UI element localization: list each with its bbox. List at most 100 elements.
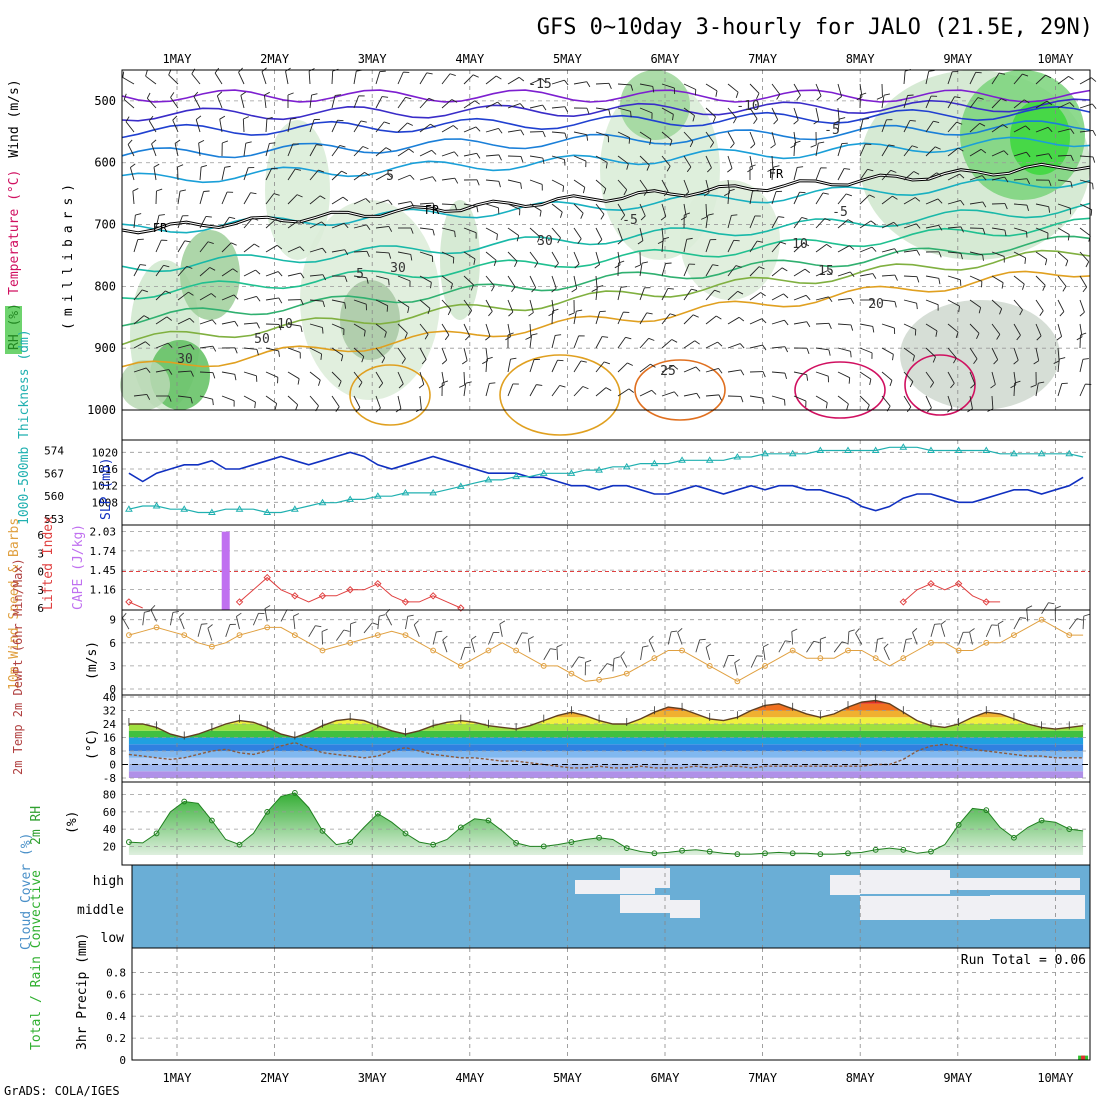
- upper-wind-barb: [385, 147, 392, 151]
- upper-wind-barb: [410, 201, 415, 207]
- rh-line: [128, 792, 1084, 855]
- surface-wind-barb: [556, 646, 559, 660]
- upper-wind-barb: [947, 251, 961, 254]
- upper-wind-barb: [397, 122, 408, 133]
- upper-wind-barb: [343, 223, 349, 229]
- upper-wind-barb: [712, 264, 719, 267]
- upper-wind-barb: [397, 71, 404, 85]
- upper-wind-barb: [216, 95, 223, 109]
- upper-wind-barb: [153, 167, 157, 181]
- upper-wind-barb: [595, 82, 610, 85]
- panel-frame: [121, 524, 1091, 611]
- upper-wind-barb: [146, 367, 151, 373]
- upper-wind-barb: [519, 103, 525, 109]
- surface-wind-barb: [142, 612, 145, 626]
- upper-wind-barb: [991, 371, 996, 385]
- upper-wind-barb: [551, 251, 559, 264]
- upper-wind-barb: [265, 395, 277, 404]
- upper-wind-barb: [177, 266, 188, 277]
- rh-line-point: [900, 846, 907, 853]
- upper-wind-barb: [634, 264, 641, 268]
- upper-wind-barb: [933, 120, 940, 124]
- upper-wind-barb: [969, 251, 983, 256]
- wind-speed-line-point: [734, 678, 741, 685]
- upper-wind-barb: [507, 359, 511, 373]
- upper-wind-barb: [859, 143, 866, 157]
- upper-wind-barb: [639, 203, 646, 217]
- upper-wind-barb: [903, 249, 917, 253]
- wind-speed-line-point: [955, 647, 962, 654]
- upper-wind-barb: [580, 213, 584, 219]
- cloud-block: [620, 868, 670, 888]
- upper-wind-barb: [848, 377, 851, 384]
- upper-wind-barb: [441, 251, 454, 258]
- surface-wind-barb: [642, 645, 649, 648]
- upper-wind-barb: [554, 262, 559, 269]
- upper-wind-barb: [1057, 251, 1069, 261]
- precip-tick: 0.2: [106, 1032, 126, 1045]
- wind-speed-line-point: [513, 647, 520, 654]
- upper-wind-barb: [551, 335, 556, 349]
- upper-wind-barb: [771, 131, 776, 145]
- upper-wind-barb: [473, 258, 476, 265]
- warm-contour: [794, 361, 886, 419]
- upper-wind-barb: [936, 172, 942, 177]
- upper-wind-barb: [960, 200, 965, 206]
- upper-wind-barb: [529, 359, 535, 373]
- thickness-line-point: [816, 446, 825, 454]
- warm-contour: [349, 364, 431, 426]
- upper-wind-barb: [331, 196, 344, 205]
- surface-wind-barb: [855, 628, 860, 634]
- upper-wind-barb: [520, 156, 524, 163]
- upper-wind-barb: [705, 107, 716, 118]
- upper-wind-barb: [529, 203, 542, 212]
- upper-wind-barb: [529, 323, 532, 337]
- temp-tick: 40: [103, 691, 116, 704]
- upper-wind-barb: [627, 362, 633, 366]
- temp-band: [128, 744, 1084, 751]
- upper-wind-barb: [212, 399, 214, 406]
- upper-wind-barb: [639, 155, 650, 166]
- upper-wind-barb: [410, 227, 414, 234]
- upper-wind-barb: [365, 198, 371, 204]
- upper-wind-barb: [1035, 153, 1049, 157]
- thickness-tick: 553: [44, 513, 64, 526]
- slp-tick: 1020: [92, 446, 119, 459]
- day-label-top: 8MAY: [846, 52, 876, 66]
- upper-wind-barb: [199, 267, 211, 277]
- surface-wind-barb: [905, 638, 913, 640]
- rh-line-point: [651, 850, 658, 857]
- upper-wind-barb: [275, 218, 282, 223]
- upper-wind-barb: [805, 295, 811, 301]
- upper-wind-barb: [475, 126, 481, 132]
- upper-wind-barb: [450, 283, 453, 290]
- upper-wind-barb: [1035, 251, 1048, 260]
- upper-wind-barb: [1048, 153, 1053, 160]
- upper-wind-barb: [1045, 74, 1052, 79]
- rh-line-point: [568, 839, 575, 845]
- upper-wind-barb: [217, 91, 223, 97]
- upper-wind-barb: [649, 138, 652, 146]
- upper-wind-barb: [1035, 203, 1049, 208]
- upper-wind-barb: [958, 147, 964, 152]
- upper-wind-barb: [133, 289, 143, 301]
- upper-wind-barb: [749, 164, 756, 168]
- surface-wind-barb: [543, 648, 551, 661]
- upper-wind-barb: [1013, 203, 1027, 206]
- upper-wind-barb: [705, 367, 719, 373]
- upper-wind-barb: [353, 171, 365, 181]
- upper-wind-barb: [353, 323, 366, 331]
- upper-wind-barb: [837, 83, 843, 97]
- upper-wind-barb: [614, 264, 621, 269]
- upper-wind-barb: [191, 73, 201, 85]
- upper-wind-barb: [573, 275, 578, 289]
- upper-wind-barb: [397, 395, 402, 409]
- upper-wind-barb: [198, 143, 201, 157]
- upper-wind-barb: [430, 123, 436, 128]
- upper-wind-barb: [516, 235, 520, 242]
- upper-wind-barb: [243, 395, 256, 403]
- upper-wind-barb: [507, 203, 521, 210]
- upper-wind-barb: [657, 240, 664, 245]
- upper-wind-barb: [419, 202, 433, 205]
- surface-wind-barb: [875, 639, 878, 653]
